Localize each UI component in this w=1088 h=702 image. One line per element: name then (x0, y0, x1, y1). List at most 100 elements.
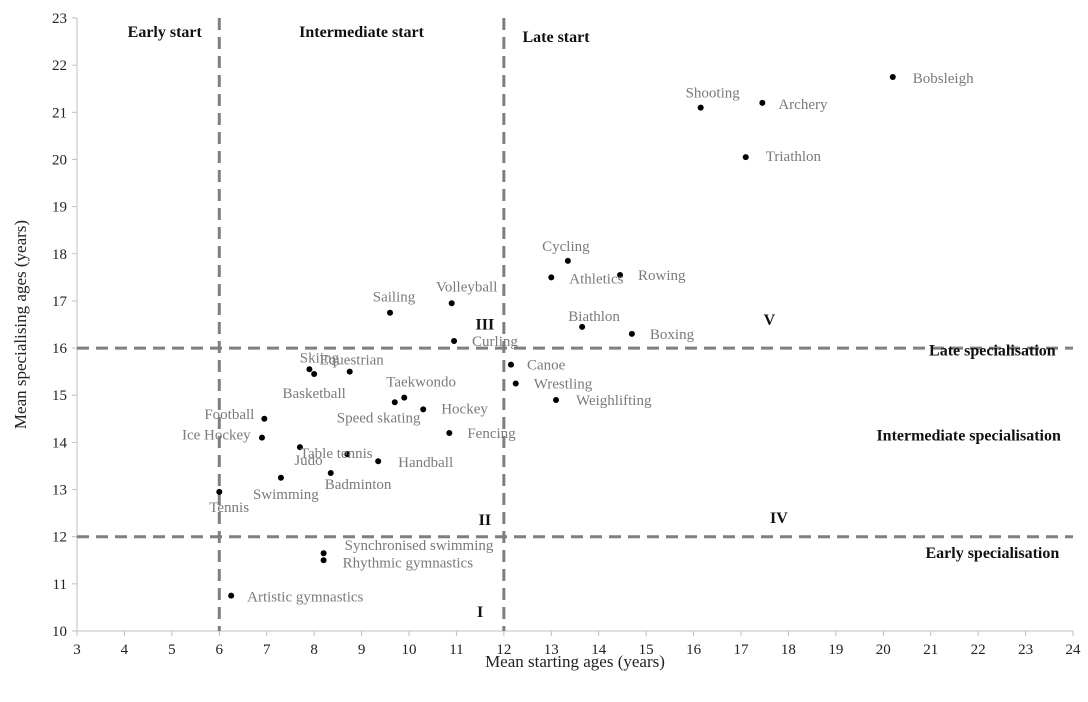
y-tick-label: 11 (53, 577, 67, 593)
x-tick-label: 3 (73, 642, 81, 658)
point-label: Curling (472, 334, 518, 350)
data-point-volleyball (448, 300, 455, 307)
data-point-speed-skating (391, 399, 398, 406)
data-point-weighlifting (553, 396, 560, 403)
axes: 3 4 5 6 7 8 9 10 11 12 13 14 15 16 17 18 19 20 21 22 23 24 10 1… (52, 11, 1081, 658)
data-point-curling (451, 338, 458, 345)
x-tick-label: 7 (263, 642, 271, 658)
y-tick-label: 16 (52, 341, 68, 357)
point-label: Synchronised swimming (345, 538, 494, 554)
point-label: Football (204, 407, 254, 423)
point-label: Swimming (253, 487, 319, 503)
x-tick-label: 5 (168, 642, 176, 658)
data-point-hockey (420, 406, 427, 413)
x-tick-label: 11 (449, 642, 463, 658)
point-label: Rowing (638, 268, 686, 284)
point-label: Artistic gymnastics (247, 590, 363, 606)
data-point-rhythmic-gymnastics (320, 557, 327, 564)
point-label: Shooting (686, 86, 741, 102)
point-label: Sailing (373, 290, 416, 306)
point-label: Biathlon (568, 309, 620, 325)
data-point-rowing (617, 271, 624, 278)
data-point-swimming (277, 474, 284, 481)
region-label: I (477, 604, 483, 621)
reference-lines (77, 18, 1073, 631)
data-point-biathlon (579, 323, 586, 330)
data-points (216, 73, 896, 599)
data-point-cycling (564, 257, 571, 264)
x-tick-label: 24 (1066, 642, 1082, 658)
zone-label: Intermediate specialisation (876, 427, 1061, 444)
point-label: Table tennis (300, 446, 373, 462)
point-label: Judo (294, 453, 322, 469)
point-label: Speed skating (337, 410, 421, 426)
zone-label: Early start (128, 24, 203, 41)
point-label: Skiing (300, 350, 340, 366)
point-label: Handball (398, 455, 453, 471)
y-tick-label: 20 (52, 152, 67, 168)
y-tick-label: 10 (52, 624, 67, 640)
x-tick-label: 14 (591, 642, 607, 658)
data-point-skiing (306, 366, 313, 373)
data-point-tennis (216, 488, 223, 495)
zone-label: Late start (522, 29, 590, 46)
data-point-taekwondo (401, 394, 408, 401)
data-point-triathlon (742, 154, 749, 161)
data-point-synchronised-swimming (320, 550, 327, 557)
point-label: Volleyball (436, 279, 497, 295)
x-tick-label: 8 (310, 642, 318, 658)
point-label: Boxing (650, 327, 695, 343)
x-tick-label: 20 (876, 642, 891, 658)
zone-label: Intermediate start (299, 24, 425, 41)
x-tick-label: 4 (121, 642, 129, 658)
x-tick-label: 23 (1018, 642, 1033, 658)
y-tick-label: 12 (52, 530, 67, 546)
data-point-handball (375, 458, 382, 465)
data-point-bobsleigh (889, 73, 896, 80)
point-label: Athletics (569, 271, 623, 287)
data-point-ice-hockey (258, 434, 265, 441)
data-point-badminton (327, 470, 334, 477)
point-label: Weighlifting (576, 393, 652, 409)
point-label: Bobsleigh (913, 71, 974, 87)
region-label: IV (770, 510, 788, 527)
data-point-athletics (548, 274, 555, 281)
data-point-sailing (387, 309, 394, 316)
point-label: Cycling (542, 239, 590, 255)
data-point-shooting (697, 104, 704, 111)
y-tick-label: 19 (52, 200, 67, 216)
point-label: Taekwondo (386, 375, 456, 391)
zone-label: Late specialisation (929, 342, 1056, 359)
data-point-equestrian (346, 368, 353, 375)
point-label: Tennis (209, 500, 249, 516)
point-label: Fencing (467, 426, 516, 442)
point-label: Triathlon (766, 149, 822, 165)
zone-labels: Early start Intermediate start Late start L… (128, 24, 1061, 621)
point-label: Rhythmic gymnastics (343, 555, 474, 571)
x-tick-label: 22 (971, 642, 986, 658)
x-tick-label: 18 (781, 642, 796, 658)
x-tick-label: 21 (923, 642, 938, 658)
x-tick-label: 10 (402, 642, 417, 658)
point-label: Ice Hockey (182, 428, 251, 444)
data-point-fencing (446, 429, 453, 436)
x-tick-label: 13 (544, 642, 559, 658)
data-point-artistic-gymnastics (228, 592, 235, 599)
y-tick-label: 23 (52, 11, 67, 27)
data-point-football (261, 415, 268, 422)
x-tick-label: 17 (734, 642, 750, 658)
data-point-judo (344, 451, 351, 458)
y-tick-label: 13 (52, 483, 67, 499)
point-labels: Bobsleigh Shooting Archery Triathlon Cycling… (182, 71, 974, 606)
x-tick-label: 12 (496, 642, 511, 658)
x-tick-label: 16 (686, 642, 702, 658)
y-tick-label: 18 (52, 247, 67, 263)
data-point-canoe (507, 361, 514, 368)
data-point-boxing (628, 330, 635, 337)
y-tick-label: 17 (52, 294, 68, 310)
y-axis-title: Mean specialising ages (years) (11, 220, 30, 429)
point-label: Canoe (527, 358, 566, 374)
data-point-table-tennis (296, 444, 303, 451)
x-tick-label: 9 (358, 642, 366, 658)
